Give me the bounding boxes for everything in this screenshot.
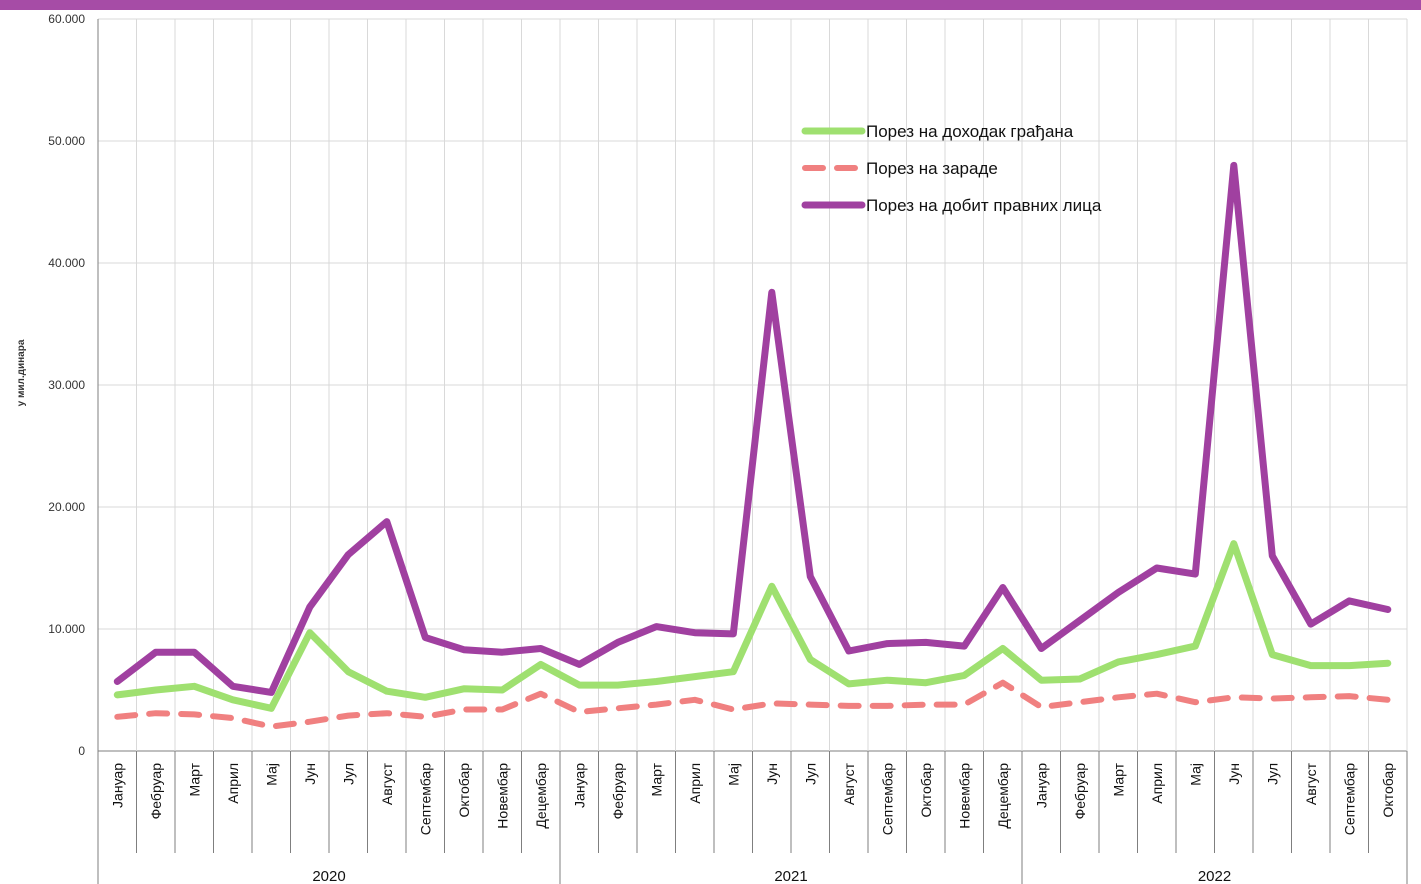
x-tick-label: Јул [340, 763, 356, 785]
legend-entry: Порез на зараде [866, 159, 998, 178]
x-tick-label: Март [648, 762, 664, 796]
x-tick-label: Октобар [456, 763, 472, 818]
x-tick-label: Фебруар [1072, 763, 1088, 820]
x-tick-label: Август [841, 762, 857, 805]
y-tick-label: 40.000 [48, 256, 85, 270]
x-tick-label: Јануар [571, 763, 587, 808]
x-tick-label: Децембар [995, 763, 1011, 829]
legend-entry: Порез на доходак грађана [866, 122, 1074, 141]
x-tick-label: Фебруар [148, 763, 164, 820]
x-tick-label: Април [687, 763, 703, 804]
x-tick-label: Септембар [417, 763, 433, 835]
year-label: 2022 [1198, 868, 1231, 884]
top-accent-bar [0, 0, 1421, 10]
x-tick-label: Мај [263, 763, 279, 786]
year-label: 2020 [312, 868, 345, 884]
series-line-0 [113, 540, 1392, 712]
x-tick-label: Јул [802, 763, 818, 785]
y-tick-label: 10.000 [48, 622, 85, 636]
legend: Порез на доходак грађана Порез на зараде П… [801, 122, 1102, 215]
x-tick-label: Јул [1264, 763, 1280, 785]
x-tick-label: Август [1303, 762, 1319, 805]
x-tick-label: Јун [764, 763, 780, 785]
legend-entry: Порез на добит правних лица [866, 196, 1102, 215]
x-tick-label: Мај [725, 763, 741, 786]
x-tick-label: Децембар [533, 763, 549, 829]
x-tick-label: Август [379, 762, 395, 805]
x-tick-label: Новембар [494, 763, 510, 829]
y-tick-label: 50.000 [48, 134, 85, 148]
y-tick-label: 60.000 [48, 12, 85, 26]
x-tick-label: Фебруар [610, 763, 626, 820]
y-tick-label: 20.000 [48, 500, 85, 514]
axis-layer: 0 10.000 20.000 30.000 40.000 50.000 60.000 Јан… [48, 12, 1408, 884]
x-tick-label: Јануар [1033, 763, 1049, 808]
x-tick-label: Јун [302, 763, 318, 785]
x-tick-label: Мај [1187, 763, 1203, 786]
year-label: 2021 [774, 868, 807, 884]
x-tick-label: Септембар [879, 763, 895, 835]
x-tick-label: Март [1110, 762, 1126, 796]
x-tick-label: Јун [1226, 763, 1242, 785]
x-tick-label: Новембар [956, 763, 972, 829]
series-line-2 [113, 161, 1392, 696]
x-tick-label: Октобар [918, 763, 934, 818]
x-tick-label: Јануар [109, 763, 125, 808]
x-tick-label: Октобар [1380, 763, 1396, 818]
x-tick-label: Март [186, 762, 202, 796]
y-axis-label: у мил.динара [16, 339, 27, 406]
x-tick-label: Септембар [1341, 763, 1357, 835]
x-tick-label: Април [225, 763, 241, 804]
y-tick-label: 30.000 [48, 378, 85, 392]
series-line-1 [114, 679, 1391, 730]
series-layer [113, 161, 1392, 730]
y-tick-label: 0 [78, 744, 85, 758]
x-tick-label: Април [1149, 763, 1165, 804]
